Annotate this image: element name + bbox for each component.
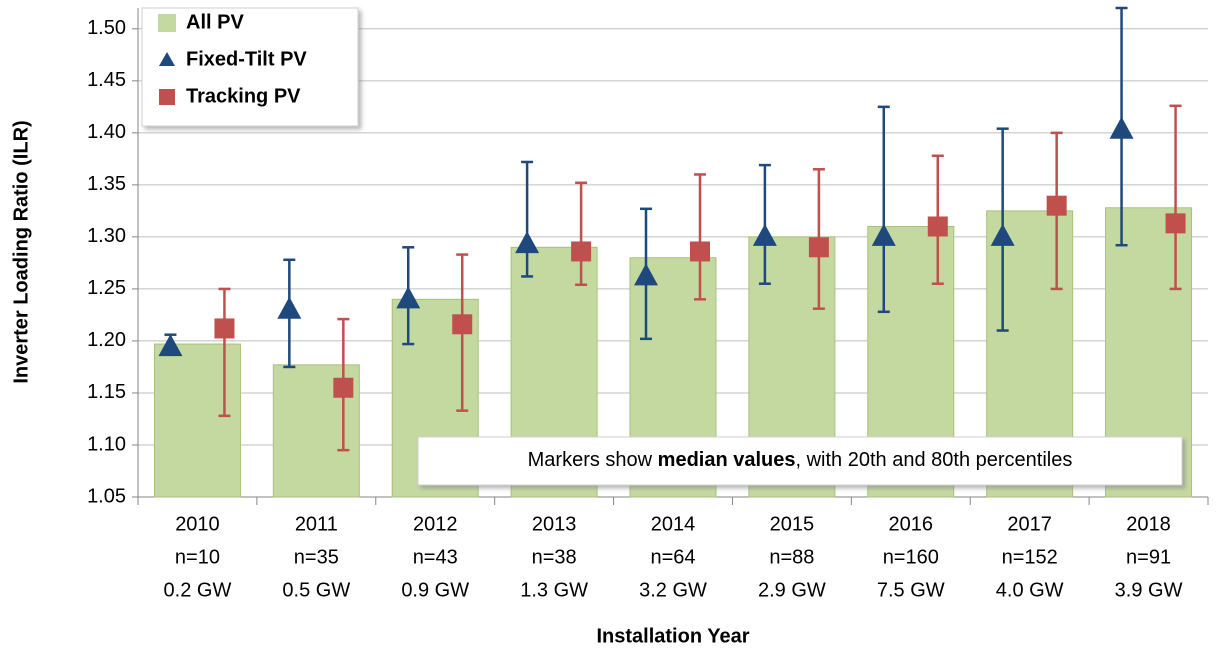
x-sample-size: n=160 <box>883 546 939 568</box>
x-axis-title: Installation Year <box>596 625 749 647</box>
marker-triangle <box>871 223 896 246</box>
y-tick-label: 1.15 <box>87 381 126 403</box>
error-bar <box>521 160 534 278</box>
x-tick-label: 2017 <box>1007 513 1052 535</box>
x-tick-label: 2010 <box>175 513 220 535</box>
x-capacity: 0.2 GW <box>164 579 232 601</box>
x-sample-size: n=38 <box>532 546 577 568</box>
error-bar <box>575 181 588 287</box>
y-tick-label: 1.40 <box>87 121 126 143</box>
marker-square <box>1046 195 1067 216</box>
legend-label: Tracking PV <box>186 85 301 107</box>
error-bar <box>877 105 890 314</box>
marker-triangle <box>158 334 183 357</box>
marker-triangle <box>396 286 421 309</box>
legend-swatch <box>159 52 175 66</box>
annotation: Markers show median values, with 20th an… <box>528 449 1073 471</box>
x-sample-size: n=64 <box>650 546 695 568</box>
marker-square <box>571 241 592 262</box>
x-sample-size: n=35 <box>294 546 339 568</box>
annotation-part: median values <box>658 449 796 471</box>
y-tick-label: 1.10 <box>87 433 126 455</box>
bar <box>153 343 241 498</box>
marker-square <box>927 216 948 237</box>
x-capacity: 3.2 GW <box>639 579 707 601</box>
y-tick-label: 1.05 <box>87 485 126 507</box>
marker-triangle <box>277 296 302 319</box>
marker-square <box>452 314 473 335</box>
x-tick-label: 2016 <box>889 513 934 535</box>
x-capacity: 4.0 GW <box>996 579 1064 601</box>
x-tick-label: 2018 <box>1126 513 1171 535</box>
y-tick-label: 1.20 <box>87 329 126 351</box>
y-tick-label: 1.50 <box>87 17 126 39</box>
x-tick-label: 2015 <box>770 513 815 535</box>
marker-triangle <box>990 223 1015 246</box>
x-capacity: 0.5 GW <box>282 579 350 601</box>
x-sample-size: n=10 <box>175 546 220 568</box>
x-sample-size: n=88 <box>769 546 814 568</box>
annotation-part: , with 20th and 80th percentiles <box>796 449 1073 471</box>
error-bar <box>1169 104 1182 291</box>
marker-triangle <box>752 223 777 246</box>
legend-swatch <box>158 14 176 32</box>
y-axis-title: Inverter Loading Ratio (ILR) <box>10 120 32 383</box>
x-tick-label: 2014 <box>651 513 696 535</box>
marker-square <box>808 237 829 258</box>
legend-box <box>141 7 359 127</box>
error-bar <box>218 287 231 418</box>
x-tick-label: 2012 <box>413 513 458 535</box>
y-tick-label: 1.25 <box>87 277 126 299</box>
x-capacity: 2.9 GW <box>758 579 826 601</box>
marker-square <box>333 377 354 398</box>
marker-square <box>1165 213 1186 234</box>
x-capacity: 7.5 GW <box>877 579 945 601</box>
x-capacity: 1.3 GW <box>520 579 588 601</box>
y-tick-label: 1.30 <box>87 225 126 247</box>
x-tick-label: 2013 <box>532 513 577 535</box>
annotation-part: Markers show <box>528 449 658 471</box>
marker-square <box>690 241 710 262</box>
legend-swatch <box>159 89 175 105</box>
x-capacity: 3.9 GW <box>1115 579 1183 601</box>
error-bar <box>694 173 706 301</box>
legend-label: All PV <box>186 11 244 33</box>
x-sample-size: n=91 <box>1126 546 1171 568</box>
x-sample-size: n=43 <box>413 546 458 568</box>
marker-square <box>214 318 235 339</box>
marker-triangle <box>515 231 540 254</box>
x-capacity: 0.9 GW <box>401 579 469 601</box>
x-sample-size: n=152 <box>1002 546 1058 568</box>
marker-triangle <box>634 263 658 286</box>
x-tick-label: 2011 <box>295 513 338 535</box>
marker-triangle <box>1109 116 1134 139</box>
annotation-box <box>417 436 1183 486</box>
legend-label: Fixed-Tilt PV <box>186 48 307 70</box>
y-tick-label: 1.35 <box>87 173 126 195</box>
y-tick-label: 1.45 <box>87 69 126 91</box>
legend: All PV Fixed-Tilt PV Tracking PV <box>141 7 359 127</box>
